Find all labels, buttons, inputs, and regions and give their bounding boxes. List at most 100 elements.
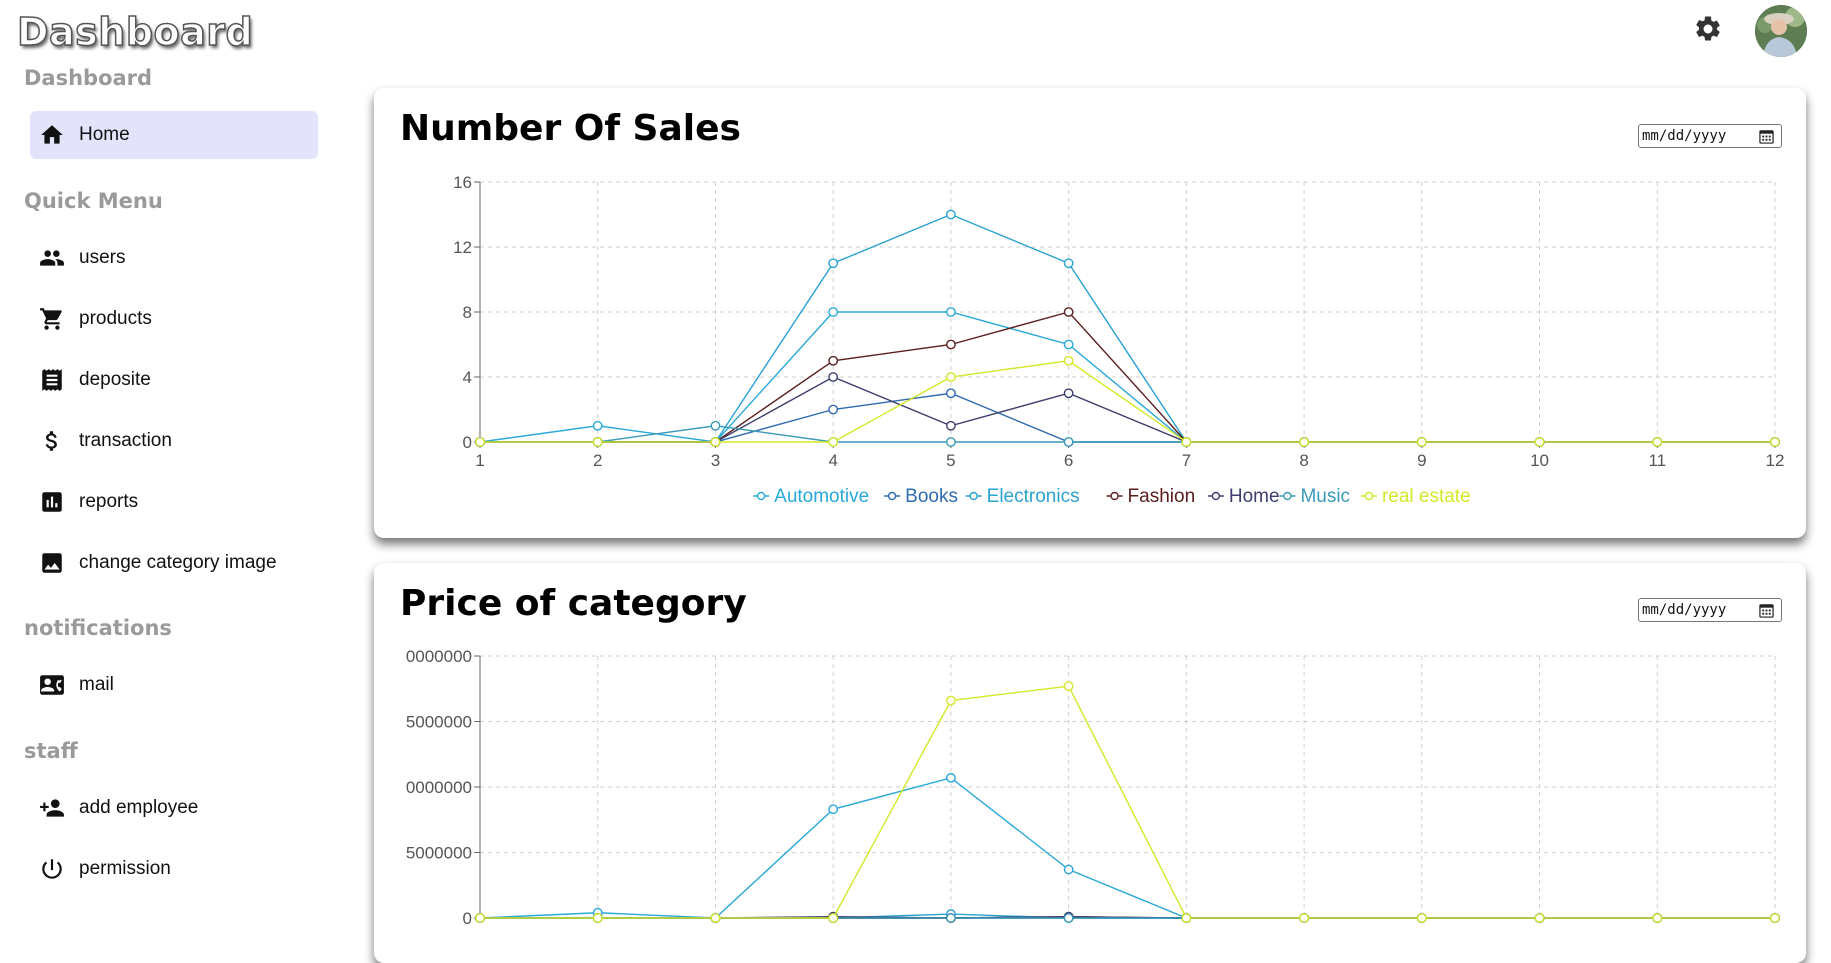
- sidebar-item-label: permission: [79, 858, 171, 879]
- legend-label: Automotive: [774, 486, 869, 507]
- data-point[interactable]: [1181, 913, 1192, 923]
- sidebar-item-home[interactable]: Home: [30, 111, 318, 159]
- data-point[interactable]: [1063, 437, 1074, 447]
- data-point[interactable]: [1770, 913, 1780, 923]
- data-point[interactable]: [475, 913, 485, 923]
- series-home: [475, 372, 1780, 447]
- sidebar-item-label: products: [79, 308, 152, 329]
- x-tick-label: 9: [1417, 451, 1426, 470]
- legend-item-home[interactable]: Home: [1207, 486, 1280, 507]
- data-point[interactable]: [828, 307, 839, 317]
- data-point[interactable]: [946, 209, 956, 220]
- calendar-icon[interactable]: [1759, 603, 1774, 622]
- data-point[interactable]: [1770, 437, 1780, 447]
- data-point[interactable]: [828, 258, 839, 269]
- people-icon: [37, 243, 67, 273]
- legend-item-fashion[interactable]: Fashion: [1106, 486, 1196, 507]
- series-line-electronics: [480, 213, 1775, 443]
- date-placeholder: mm/dd/yyyy: [1642, 128, 1727, 144]
- chart-grid: [480, 181, 1776, 442]
- data-point[interactable]: [1652, 437, 1663, 447]
- y-tick-label: 0000000: [406, 778, 472, 797]
- data-point[interactable]: [946, 913, 956, 923]
- legend-item-books[interactable]: Books: [884, 486, 958, 507]
- date-input[interactable]: mm/dd/yyyy: [1638, 598, 1782, 622]
- series-line-automotive: [479, 777, 1775, 919]
- x-tick-label: 5: [946, 451, 955, 470]
- sidebar-item-label: reports: [79, 491, 139, 512]
- sidebar-item-reports[interactable]: reports: [30, 478, 318, 526]
- gear-icon[interactable]: [1693, 14, 1723, 44]
- power-icon: [37, 854, 67, 884]
- data-point[interactable]: [592, 913, 603, 923]
- data-point[interactable]: [828, 913, 839, 923]
- sidebar-item-mail[interactable]: mail: [30, 661, 318, 709]
- data-point[interactable]: [828, 437, 839, 447]
- data-point[interactable]: [592, 437, 603, 447]
- data-point[interactable]: [1416, 913, 1427, 923]
- legend-item-real-estate[interactable]: real estate: [1360, 486, 1471, 507]
- data-point[interactable]: [1063, 355, 1074, 366]
- calendar-icon[interactable]: [1759, 129, 1774, 148]
- data-point[interactable]: [592, 420, 603, 431]
- legend-item-automotive[interactable]: Automotive: [753, 486, 869, 507]
- data-point[interactable]: [1063, 388, 1074, 399]
- data-point[interactable]: [710, 437, 721, 447]
- data-point[interactable]: [1534, 437, 1545, 447]
- sales-chart-card: Number Of Sales mm/dd/yyyy 0 4 8 12 16 1 2 3 4 5 6…: [374, 88, 1806, 538]
- sidebar-item-add-employee[interactable]: add employee: [30, 784, 318, 832]
- data-point[interactable]: [1299, 437, 1309, 447]
- sidebar-item-label: deposite: [79, 369, 151, 390]
- data-point[interactable]: [828, 372, 839, 382]
- data-point[interactable]: [710, 913, 721, 923]
- data-point[interactable]: [946, 339, 956, 350]
- data-point[interactable]: [1299, 913, 1309, 923]
- receipt-icon: [37, 365, 67, 395]
- legend-marker: [1110, 491, 1119, 501]
- x-tick-label: 4: [828, 451, 837, 470]
- data-point[interactable]: [946, 307, 956, 317]
- data-point[interactable]: [710, 420, 721, 431]
- data-point[interactable]: [828, 804, 839, 815]
- series-real-estate: [475, 681, 1780, 923]
- sidebar-item-transaction[interactable]: transaction: [30, 417, 318, 465]
- data-point[interactable]: [1063, 258, 1074, 269]
- section-title-staff: staff: [24, 739, 78, 763]
- cart-icon: [37, 304, 67, 334]
- user-avatar[interactable]: [1755, 5, 1807, 57]
- data-point[interactable]: [946, 372, 956, 382]
- data-point[interactable]: [828, 404, 839, 415]
- data-point[interactable]: [1652, 913, 1663, 923]
- sidebar-item-permission[interactable]: permission: [30, 845, 318, 893]
- data-point[interactable]: [946, 420, 956, 431]
- data-point[interactable]: [1063, 913, 1074, 923]
- data-point[interactable]: [475, 437, 485, 447]
- y-tick-label: 4: [463, 368, 472, 387]
- series-fashion: [475, 307, 1780, 447]
- sidebar-item-users[interactable]: users: [30, 234, 318, 282]
- data-point[interactable]: [1534, 913, 1545, 923]
- data-point[interactable]: [1181, 437, 1192, 447]
- legend-item-music[interactable]: Music: [1279, 486, 1350, 507]
- person-add-icon: [37, 793, 67, 823]
- data-point[interactable]: [946, 388, 956, 399]
- legend-item-electronics[interactable]: Electronics: [965, 486, 1080, 507]
- x-tick-label: 6: [1064, 451, 1073, 470]
- data-point[interactable]: [828, 355, 839, 366]
- legend-marker: [887, 491, 897, 501]
- data-point[interactable]: [946, 695, 956, 706]
- legend-marker: [969, 491, 978, 501]
- y-tick-label: 0: [463, 433, 472, 452]
- data-point[interactable]: [946, 772, 956, 783]
- data-point[interactable]: [1063, 339, 1074, 350]
- data-point[interactable]: [1063, 307, 1074, 317]
- date-input[interactable]: mm/dd/yyyy: [1638, 124, 1782, 148]
- data-point[interactable]: [946, 437, 956, 447]
- sidebar-item-products[interactable]: products: [30, 295, 318, 343]
- sidebar-item-deposite[interactable]: deposite: [30, 356, 318, 404]
- data-point[interactable]: [1063, 864, 1074, 875]
- sidebar-item-change-category-image[interactable]: change category image: [30, 539, 318, 587]
- data-point[interactable]: [1416, 437, 1427, 447]
- data-point[interactable]: [1063, 681, 1074, 692]
